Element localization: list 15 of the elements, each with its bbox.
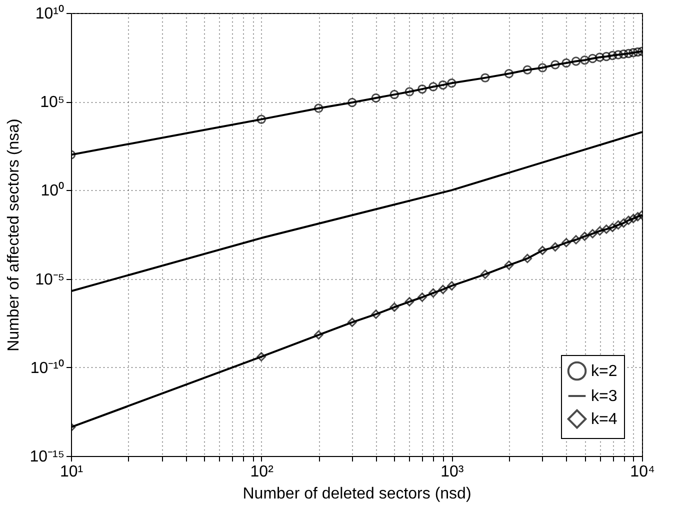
x-tick-label: 10⁴: [630, 464, 655, 480]
x-tick-label: 10³: [440, 464, 464, 480]
y-tick-label: 10⁻¹⁵: [30, 448, 64, 466]
y-tick-label: 10⁻¹⁰: [30, 358, 64, 377]
legend-label: k=3: [591, 388, 618, 405]
x-tick-label: 10¹: [60, 464, 84, 480]
y-tick-label: 10⁵: [40, 94, 64, 112]
y-tick-label: 10¹⁰: [35, 4, 64, 22]
x-axis-title: Number of deleted sectors (nsd): [242, 486, 472, 502]
x-tick-label: 10²: [250, 464, 274, 480]
y-tick-label: 10⁰: [40, 182, 64, 200]
y-tick-label: 10⁻⁵: [35, 271, 64, 288]
y-axis-title: Number of affected sectors (nsa): [6, 118, 23, 352]
legend-label: k=4: [591, 411, 618, 428]
legend-label: k=2: [591, 363, 618, 380]
